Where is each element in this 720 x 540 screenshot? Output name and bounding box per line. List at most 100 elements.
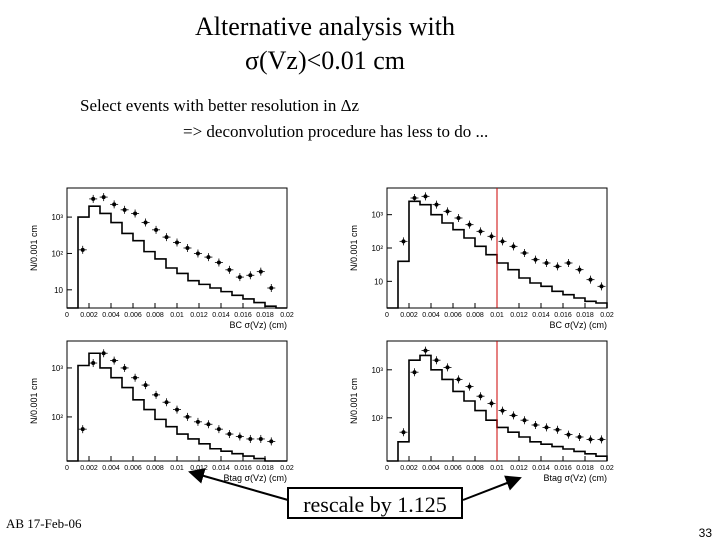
data-point xyxy=(258,436,263,441)
x-tick-label: 0.002 xyxy=(400,312,418,319)
slide-title-line1: Alternative analysis with xyxy=(195,12,455,41)
data-point xyxy=(445,365,450,370)
histogram-panel-bc-right: 10 10² 10³ 0 0.002 0.004 0.006 0.008 0.01 0.012 0.… xyxy=(349,187,614,330)
y-axis-label: N/0.001 cm xyxy=(349,225,359,271)
data-point xyxy=(467,384,472,389)
data-point xyxy=(544,261,549,265)
x-tick-label: 0.014 xyxy=(212,465,230,472)
x-tick-label: 0.016 xyxy=(234,465,252,472)
x-tick-label: 0.02 xyxy=(280,312,294,319)
data-point xyxy=(237,434,242,439)
x-tick-label: 0.006 xyxy=(444,465,462,472)
data-point xyxy=(112,202,117,207)
x-tick-label: 0.008 xyxy=(466,312,484,319)
x-tick-label: 0.018 xyxy=(576,312,594,319)
x-tick-label: 0.012 xyxy=(190,312,208,319)
y-tick-label: 10 xyxy=(374,277,383,286)
page-number: 33 xyxy=(698,526,712,540)
data-point xyxy=(216,427,221,432)
x-tick-label: 0.008 xyxy=(146,312,164,319)
y-tick-label: 10² xyxy=(51,413,63,422)
x-axis-label: BC σ(Vz) (cm) xyxy=(549,320,607,330)
data-point xyxy=(101,195,106,200)
x-tick-label: 0.004 xyxy=(422,465,440,472)
histogram-series xyxy=(67,352,287,462)
data-point xyxy=(91,196,96,201)
x-axis-label: BC σ(Vz) (cm) xyxy=(229,320,287,330)
data-point xyxy=(154,392,159,397)
x-tick-label: 0.006 xyxy=(124,465,142,472)
data-point xyxy=(122,365,127,370)
data-point xyxy=(423,348,428,353)
data-point xyxy=(522,418,527,423)
data-point xyxy=(577,267,582,272)
x-tick-label: 0.004 xyxy=(422,312,440,319)
y-axis-label: N/0.001 cm xyxy=(29,378,39,424)
data-point xyxy=(599,284,604,289)
x-tick-label: 0.02 xyxy=(600,312,614,319)
x-tick-label: 0.014 xyxy=(532,312,550,319)
data-point xyxy=(227,267,232,272)
data-point xyxy=(500,408,505,413)
data-point xyxy=(434,358,439,363)
data-point xyxy=(511,413,516,418)
x-tick-label: 0.01 xyxy=(170,312,184,319)
x-tick-label: 0.018 xyxy=(256,465,274,472)
x-tick-label: 0.006 xyxy=(124,312,142,319)
data-point xyxy=(91,361,96,366)
data-point xyxy=(101,351,106,356)
y-tick-label: 10³ xyxy=(51,364,63,373)
data-point xyxy=(248,436,253,441)
data-point xyxy=(164,235,169,240)
data-point xyxy=(206,422,211,427)
x-tick-label: 0.012 xyxy=(510,312,528,319)
x-tick-label: 0.02 xyxy=(600,465,614,472)
data-point xyxy=(248,273,253,278)
arrow-left xyxy=(188,468,296,503)
data-point xyxy=(80,247,85,252)
y-tick-label: 10³ xyxy=(371,211,383,220)
x-axis-label: Btag σ(Vz) (cm) xyxy=(543,473,607,483)
x-tick-label: 0 xyxy=(385,312,389,319)
data-point xyxy=(412,370,417,375)
x-tick-label: 0.016 xyxy=(554,465,572,472)
histogram-panel-btag-right: 10² 10³ 0 0.002 0.004 0.006 0.008 0.01 0.012 0.01… xyxy=(349,340,614,483)
x-tick-label: 0.014 xyxy=(532,465,550,472)
data-point xyxy=(175,240,179,245)
data-point xyxy=(478,394,483,399)
data-point xyxy=(237,275,242,280)
data-point xyxy=(434,202,439,207)
x-tick-label: 0.016 xyxy=(554,312,572,319)
x-tick-label: 0.02 xyxy=(280,465,294,472)
x-tick-label: 0 xyxy=(65,312,69,319)
data-point xyxy=(445,209,450,214)
footer-text: AB 17-Feb-06 xyxy=(6,516,82,531)
slide-title-line2: σ(Vz)<0.01 cm xyxy=(244,46,406,75)
data-point xyxy=(122,207,127,212)
data-point xyxy=(489,401,494,406)
x-tick-label: 0.002 xyxy=(80,465,98,472)
y-tick-label: 10² xyxy=(51,249,63,258)
data-point xyxy=(227,432,232,437)
data-point xyxy=(154,227,159,232)
y-tick-label: 10³ xyxy=(371,366,383,375)
data-point xyxy=(185,414,190,419)
data-point xyxy=(112,358,117,363)
x-axis-label: Btag σ(Vz) (cm) xyxy=(223,473,287,483)
y-axis-label: N/0.001 cm xyxy=(349,378,359,424)
x-tick-label: 0 xyxy=(65,465,69,472)
data-point xyxy=(511,244,516,249)
x-tick-label: 0.014 xyxy=(212,312,230,319)
data-point xyxy=(489,234,494,239)
data-point xyxy=(401,430,406,435)
data-point xyxy=(522,251,527,255)
x-tick-label: 0.006 xyxy=(444,312,462,319)
x-tick-label: 0.004 xyxy=(102,312,120,319)
data-point xyxy=(577,435,582,439)
data-point xyxy=(185,246,190,250)
x-tick-label: 0.018 xyxy=(256,312,274,319)
y-tick-label: 10³ xyxy=(51,213,63,222)
data-point xyxy=(544,425,549,430)
data-point xyxy=(423,194,428,199)
